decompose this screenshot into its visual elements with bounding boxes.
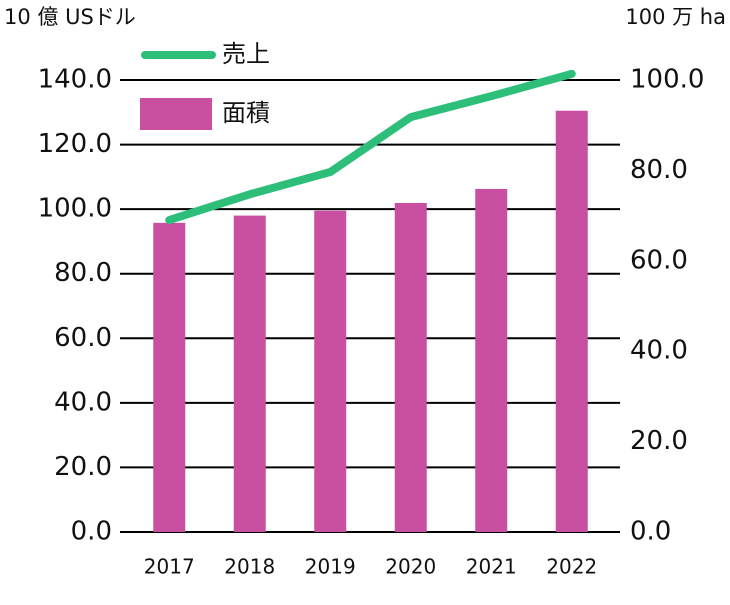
x-tick-label: 2020 xyxy=(385,555,436,579)
y-tick-label: 20.0 xyxy=(54,452,112,482)
y2-tick-label: 0.0 xyxy=(630,517,671,547)
legend-label: 売上 xyxy=(222,40,270,68)
y-axis-title: 10 億 USドル xyxy=(4,5,136,29)
y2-tick-label: 40.0 xyxy=(630,336,688,366)
x-tick-label: 2017 xyxy=(144,555,195,579)
bar xyxy=(153,222,186,532)
y-tick-label: 120.0 xyxy=(38,129,112,159)
y-tick-label: 80.0 xyxy=(54,258,112,288)
y-tick-label: 40.0 xyxy=(54,387,112,417)
bar xyxy=(233,215,266,532)
bar xyxy=(394,202,427,532)
line xyxy=(165,69,576,225)
legend-swatch xyxy=(140,98,212,130)
y2-tick-label: 80.0 xyxy=(630,155,688,185)
legend-label: 面積 xyxy=(222,99,270,127)
y-tick-label: 100.0 xyxy=(38,194,112,224)
y2-tick-label: 20.0 xyxy=(630,426,688,456)
y-tick-label: 60.0 xyxy=(54,323,112,353)
bar xyxy=(314,210,347,533)
y-tick-label: 140.0 xyxy=(38,65,112,95)
y2-axis-title: 100 万 ha xyxy=(625,5,726,29)
x-tick-label: 2021 xyxy=(466,555,517,579)
y2-tick-label: 60.0 xyxy=(630,245,688,275)
x-tick-label: 2019 xyxy=(305,555,356,579)
x-tick-label: 2022 xyxy=(546,555,597,579)
y-tick-label: 0.0 xyxy=(71,517,112,547)
bar xyxy=(555,110,588,533)
x-tick-label: 2018 xyxy=(224,555,275,579)
bar xyxy=(475,188,508,532)
y2-tick-label: 100.0 xyxy=(630,65,704,95)
